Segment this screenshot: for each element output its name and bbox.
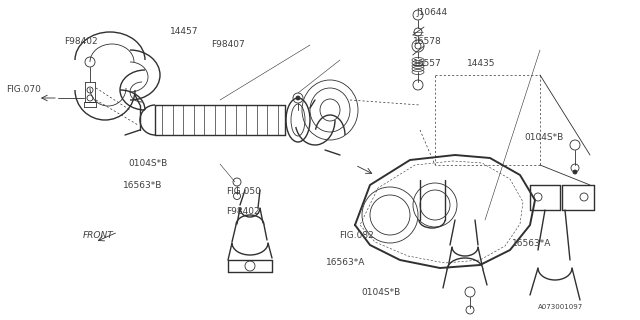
Text: 16563*A: 16563*A [326,258,366,267]
Circle shape [573,170,577,174]
Text: FIG.082: FIG.082 [339,231,374,240]
Text: 16578: 16578 [413,37,442,46]
Text: 0104S*B: 0104S*B [362,288,401,297]
Text: J10644: J10644 [416,8,447,17]
Text: 0104S*B: 0104S*B [525,133,564,142]
Text: A073001097: A073001097 [538,304,583,310]
Text: F98407: F98407 [211,40,245,49]
Text: 16557: 16557 [413,60,442,68]
Text: F98402: F98402 [64,37,98,46]
Text: 14457: 14457 [170,28,198,36]
Text: FIG.050: FIG.050 [226,188,260,196]
Text: FRONT: FRONT [83,231,114,240]
Circle shape [296,96,300,100]
Text: 0104S*B: 0104S*B [128,159,167,168]
Text: 14435: 14435 [467,60,496,68]
Text: 16563*A: 16563*A [512,239,552,248]
Text: F98402: F98402 [226,207,260,216]
Text: 16563*B: 16563*B [123,181,163,190]
Text: FIG.070: FIG.070 [6,85,41,94]
